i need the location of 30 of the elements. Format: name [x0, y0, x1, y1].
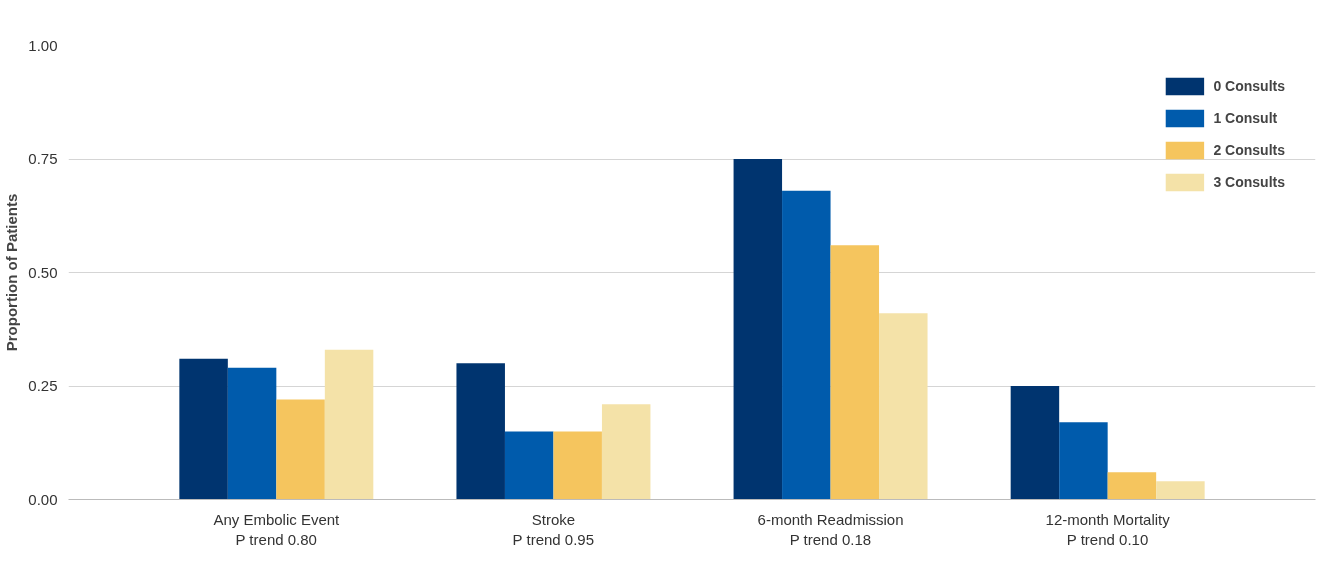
y-axis-title: Proportion of Patients [3, 193, 21, 352]
bar [879, 313, 928, 500]
bar [553, 431, 602, 500]
y-tick-label: 0.50 [28, 263, 58, 281]
y-tick-label: 0.00 [28, 490, 58, 508]
bar [504, 431, 554, 500]
x-tick-label: 12-month Mortality P trend 0.10 [1045, 510, 1171, 548]
legend-label: 0 Consults [1213, 78, 1285, 94]
bar [227, 367, 277, 500]
x-tick-label: Any Embolic Event P trend 0.80 [213, 510, 341, 548]
bar [276, 399, 325, 500]
bar [456, 363, 505, 500]
x-tick-label: 6-month Readmission P trend 0.18 [757, 510, 904, 548]
bar [179, 358, 228, 500]
bar [830, 245, 880, 500]
bar [324, 349, 374, 500]
x-tick-label: Stroke P trend 0.95 [512, 510, 595, 548]
bar [1010, 386, 1060, 500]
y-tick-label: 1.00 [28, 36, 58, 54]
bar [782, 190, 831, 500]
y-tick-label: 0.25 [28, 377, 58, 394]
legend-label: 3 Consults [1213, 174, 1285, 190]
legend-label: 1 Consult [1213, 110, 1278, 126]
legend-label: 2 Consults [1213, 142, 1285, 158]
y-tick-label: 0.75 [28, 150, 58, 167]
bar [1156, 481, 1205, 500]
bar [1107, 472, 1157, 500]
bar [1059, 422, 1108, 500]
bar [733, 159, 783, 500]
bar [601, 404, 651, 500]
